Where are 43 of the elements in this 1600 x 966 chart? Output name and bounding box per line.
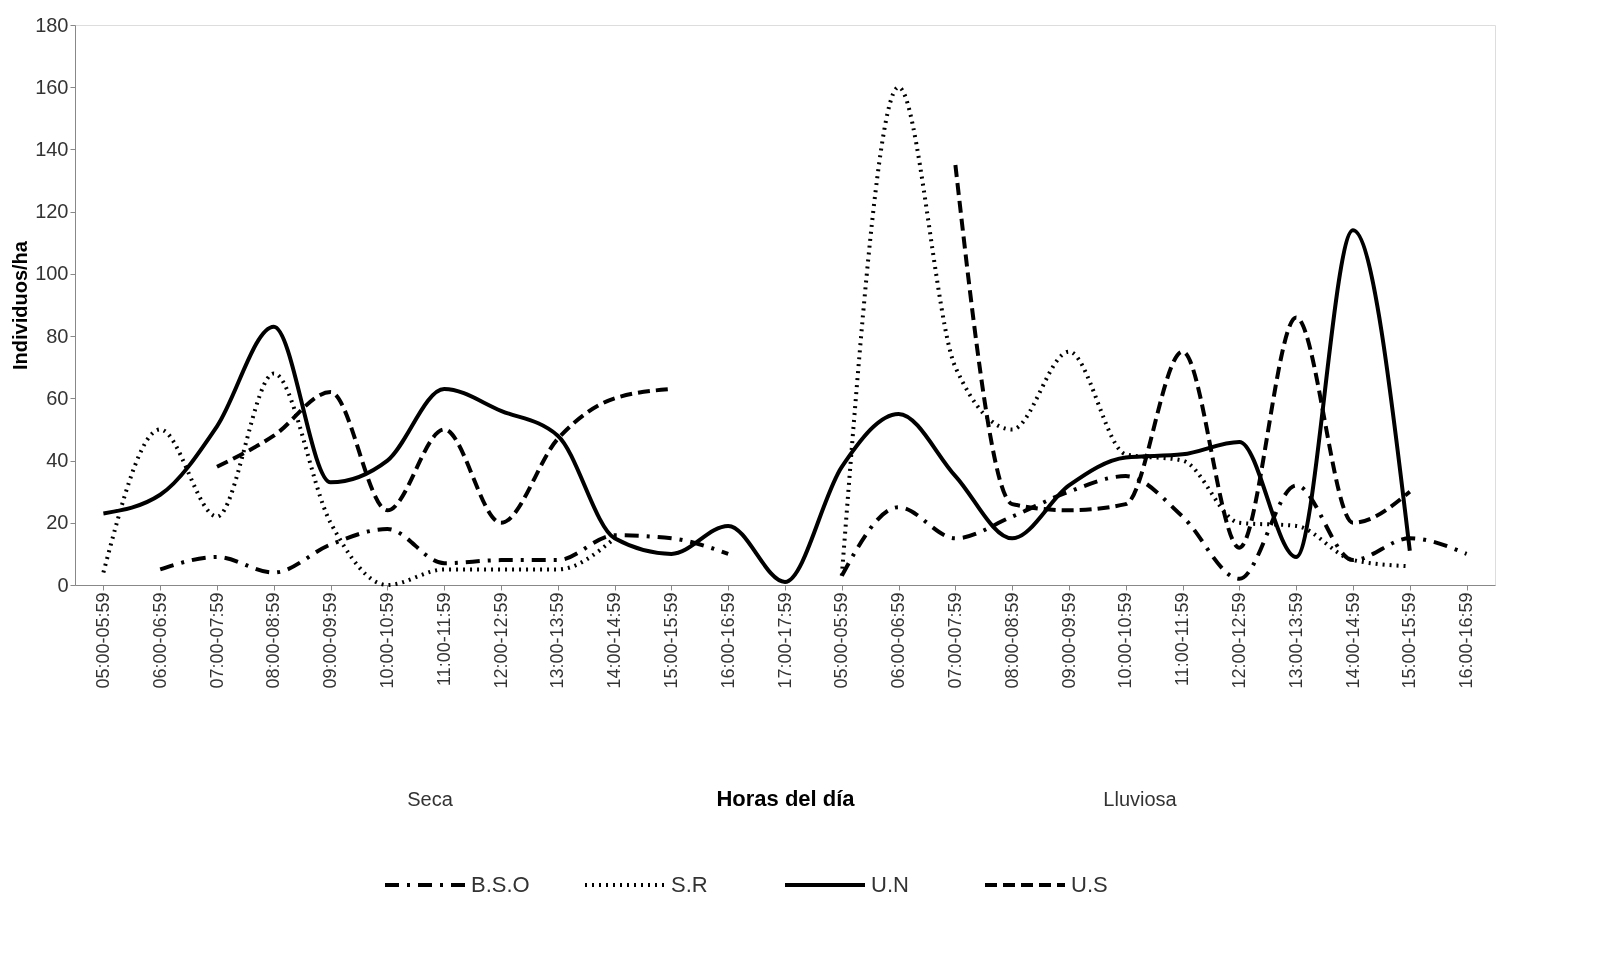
- x-tick-label: 09:00-09:59: [1058, 592, 1079, 689]
- x-tick-label: 06:00-06:59: [149, 592, 170, 689]
- y-tick-label: 120: [35, 200, 69, 223]
- legend-label: S.R: [671, 872, 708, 897]
- y-tick-label: 40: [46, 449, 69, 472]
- y-tick-label: 180: [35, 13, 69, 36]
- x-tick-label: 07:00-07:59: [944, 592, 965, 689]
- x-tick-label: 08:00-08:59: [1001, 592, 1022, 689]
- text: Seca: [407, 788, 454, 810]
- x-tick-label: 05:00-05:59: [92, 592, 113, 689]
- text: Lluviosa: [1103, 788, 1178, 810]
- x-tick-label: 07:00-07:59: [206, 592, 227, 689]
- legend-label: U.S: [1071, 872, 1108, 897]
- x-tick-label: 14:00-14:59: [604, 592, 625, 689]
- x-tick-label: 15:00-15:59: [1399, 592, 1420, 689]
- y-tick-label: 140: [35, 137, 69, 160]
- x-tick-label: 10:00-10:59: [1115, 592, 1136, 689]
- x-tick-label: 09:00-09:59: [320, 592, 341, 689]
- legend-label: B.S.O: [471, 872, 530, 897]
- x-tick-label: 11:00-11:59: [1172, 592, 1193, 686]
- x-tick-label: 13:00-13:59: [1285, 592, 1306, 689]
- y-tick-label: 160: [35, 75, 69, 98]
- y-tick-label: 0: [57, 573, 69, 596]
- x-tick-label: 15:00-15:59: [660, 592, 681, 689]
- x-tick-label: 08:00-08:59: [263, 592, 284, 689]
- x-tick-label: 06:00-06:59: [888, 592, 909, 689]
- x-tick-label: 11:00-11:59: [433, 592, 454, 686]
- legend-label: U.N: [871, 872, 909, 897]
- x-tick-label: 12:00-12:59: [490, 592, 511, 689]
- x-axis-title: Horas del día: [716, 785, 856, 811]
- x-tick-label: 17:00-17:59: [774, 592, 795, 689]
- x-tick-label: 05:00-05:59: [831, 592, 852, 689]
- x-tick-label: 10:00-10:59: [376, 592, 397, 689]
- y-tick-label: 20: [46, 511, 69, 534]
- x-tick-label: 16:00-16:59: [1456, 592, 1477, 689]
- x-tick-label: 14:00-14:59: [1342, 592, 1363, 689]
- y-tick-label: 80: [46, 324, 69, 347]
- y-tick-label: 100: [35, 262, 69, 285]
- x-tick-label: 13:00-13:59: [547, 592, 568, 689]
- x-tick-label: 16:00-16:59: [717, 592, 738, 689]
- y-tick-label: 60: [46, 386, 69, 409]
- x-tick-label: 12:00-12:59: [1228, 592, 1249, 689]
- y-axis-title: Individuos/ha: [9, 240, 32, 370]
